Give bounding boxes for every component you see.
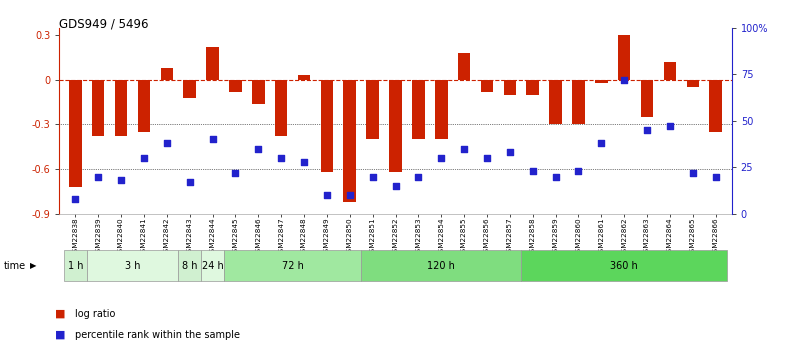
Point: [138, 155, 150, 161]
Point: [92, 174, 104, 179]
Point: [618, 77, 630, 82]
Text: time: time: [4, 261, 26, 270]
Point: [389, 183, 402, 189]
Bar: [229, 80, 242, 92]
Bar: [178, 250, 201, 281]
Text: ▶: ▶: [30, 261, 36, 270]
Point: [710, 174, 722, 179]
Bar: [115, 80, 127, 136]
Text: 24 h: 24 h: [202, 261, 223, 270]
Bar: [527, 80, 539, 95]
Point: [412, 174, 425, 179]
Bar: [435, 80, 448, 139]
Bar: [92, 80, 104, 136]
Bar: [618, 35, 630, 80]
Text: ■: ■: [55, 330, 66, 339]
Point: [641, 127, 653, 133]
Text: 72 h: 72 h: [282, 261, 304, 270]
Bar: [138, 80, 150, 132]
Point: [664, 124, 676, 129]
Bar: [64, 250, 87, 281]
Text: percentile rank within the sample: percentile rank within the sample: [75, 330, 240, 339]
Bar: [69, 80, 81, 187]
Bar: [252, 80, 264, 104]
Text: 360 h: 360 h: [611, 261, 638, 270]
Bar: [87, 250, 178, 281]
Text: GDS949 / 5496: GDS949 / 5496: [59, 17, 149, 30]
Bar: [206, 47, 219, 80]
Bar: [521, 250, 727, 281]
Point: [435, 155, 448, 161]
Bar: [481, 80, 494, 92]
Bar: [366, 80, 379, 139]
Point: [206, 137, 219, 142]
Text: 3 h: 3 h: [125, 261, 140, 270]
Bar: [320, 80, 333, 172]
Bar: [572, 80, 585, 125]
Point: [343, 193, 356, 198]
Bar: [458, 53, 471, 80]
Point: [161, 140, 173, 146]
Bar: [687, 80, 699, 87]
Bar: [549, 80, 562, 125]
Point: [320, 193, 333, 198]
Text: 8 h: 8 h: [182, 261, 198, 270]
Bar: [389, 80, 402, 172]
Point: [687, 170, 699, 176]
Point: [184, 179, 196, 185]
Point: [481, 155, 494, 161]
Bar: [412, 80, 425, 139]
Bar: [504, 80, 517, 95]
Point: [572, 168, 585, 174]
Bar: [201, 250, 224, 281]
Point: [458, 146, 471, 151]
Bar: [710, 80, 722, 132]
Bar: [161, 68, 173, 80]
Point: [274, 155, 287, 161]
Text: ■: ■: [55, 309, 66, 319]
Text: 1 h: 1 h: [67, 261, 83, 270]
Text: log ratio: log ratio: [75, 309, 115, 319]
Point: [69, 196, 81, 202]
Bar: [274, 80, 287, 136]
Text: 120 h: 120 h: [427, 261, 455, 270]
Point: [115, 178, 127, 183]
Point: [595, 140, 607, 146]
Point: [504, 150, 517, 155]
Bar: [664, 62, 676, 80]
Bar: [361, 250, 521, 281]
Point: [297, 159, 310, 165]
Bar: [184, 80, 196, 98]
Point: [526, 168, 539, 174]
Bar: [595, 80, 607, 83]
Bar: [224, 250, 361, 281]
Point: [366, 174, 379, 179]
Bar: [641, 80, 653, 117]
Bar: [297, 75, 310, 80]
Point: [252, 146, 265, 151]
Point: [229, 170, 242, 176]
Point: [549, 174, 562, 179]
Bar: [343, 80, 356, 202]
